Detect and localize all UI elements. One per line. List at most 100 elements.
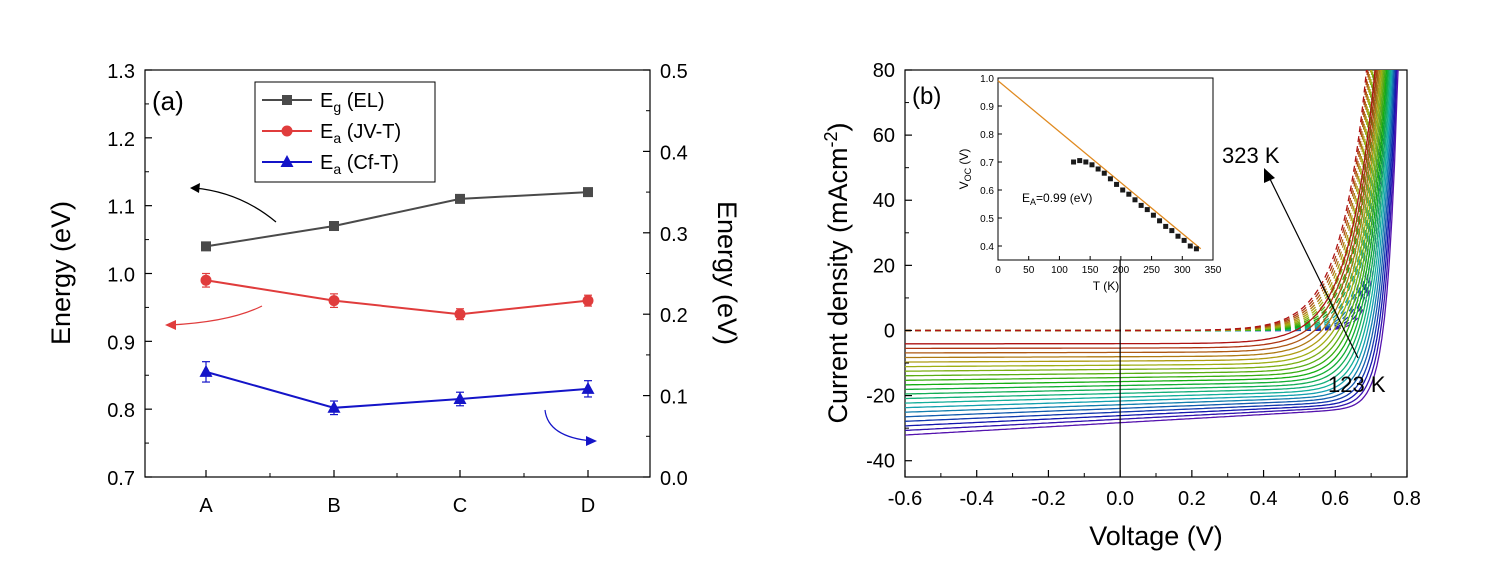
x-tick-label: 0.0	[1106, 488, 1134, 510]
legend-marker	[282, 95, 292, 105]
axis-arrows	[165, 183, 597, 446]
x-tick-label: B	[327, 495, 340, 517]
inset-voc-vs-t: 0 50 100 150 200 250 300 350 0.4 0.5 0.6 0.7 0.8 0.9 1…	[957, 74, 1222, 293]
curve-group	[905, 70, 1399, 436]
data-point	[453, 391, 467, 404]
arrow-ea-cft-to-right-axis	[544, 409, 593, 442]
jv-light-curve	[905, 70, 1390, 395]
right-y-tick-label: 0.0	[660, 468, 688, 490]
temperature-arrowhead	[1264, 168, 1275, 183]
inset-y-title: VOC (V)	[957, 149, 973, 190]
series-line	[205, 279, 589, 316]
inset-point	[1101, 170, 1107, 176]
panel-a-label: (a)	[152, 86, 184, 116]
arrow-eg-to-left-axis	[193, 187, 277, 223]
jv-light-curve	[905, 70, 1383, 368]
inset-y-tick-label: 0.9	[980, 102, 994, 113]
legend: Eg (EL) Ea (JV-T) Ea (Cf-T)	[254, 81, 436, 183]
panel-b-label: (b)	[912, 83, 941, 110]
data-point	[199, 364, 213, 377]
x-tick-label: -0.2	[1031, 488, 1065, 510]
right-y-tick-label: 0.3	[660, 224, 688, 246]
left-y-tick-label: 0.9	[107, 332, 135, 354]
series-line	[205, 191, 589, 248]
jv-light-curve	[905, 70, 1384, 372]
inset-point	[1157, 218, 1163, 224]
data-point	[583, 187, 593, 198]
arrowhead-eg	[190, 183, 200, 193]
inset-x-tick-label: 300	[1174, 265, 1191, 276]
y-axis-title: Current density (mAcm-2)	[821, 122, 853, 423]
x-axis-title: Voltage (V)	[1089, 521, 1223, 551]
inset-x-tick-label: 150	[1082, 265, 1099, 276]
jv-light-curve	[905, 70, 1391, 400]
annotation-123K: 123 K	[1328, 372, 1386, 397]
panel-a: (a) 0.70.80.91.01.11.21.3 0.00.10.20.30.…	[46, 61, 742, 517]
left-y-tick-label: 0.7	[107, 468, 135, 490]
inset-point	[1187, 243, 1193, 249]
left-y-tick-label: 0.8	[107, 400, 135, 422]
arrowhead-ea-cft	[586, 436, 597, 446]
y-tick-label: 0	[884, 320, 895, 342]
series-0	[201, 187, 593, 252]
x-ticks: -0.6 -0.4 -0.2 0.0 0.2 0.4 0.6 0.8	[888, 470, 1421, 510]
legend-label: Eg (EL)	[320, 90, 384, 115]
jv-light-curve	[905, 70, 1394, 413]
inset-y-tick-label: 0.7	[980, 158, 994, 169]
inset-y-tick-label: 1.0	[980, 74, 994, 85]
data-point	[328, 295, 340, 307]
x-tick-label: -0.6	[888, 488, 922, 510]
y-tick-label: 80	[873, 60, 895, 82]
series-1	[200, 272, 594, 321]
left-y-axis-title: Energy (eV)	[46, 201, 76, 345]
inset-x-tick-label: 200	[1113, 265, 1130, 276]
left-y-tick-label: 1.1	[107, 197, 135, 219]
x-tick-label: A	[199, 495, 213, 517]
right-y-tick-label: 0.4	[660, 142, 688, 164]
data-point	[327, 400, 341, 413]
jv-light-curve	[905, 70, 1396, 422]
inset-point	[1120, 187, 1126, 193]
inset-x-tick-label: 100	[1051, 265, 1068, 276]
inset-point	[1114, 181, 1120, 187]
data-point	[201, 241, 211, 252]
y-tick-label: 20	[873, 255, 895, 277]
y-ticks: -40 -20 0 20 40 60 80	[866, 60, 912, 473]
inset-point	[1089, 162, 1095, 168]
panel-b: -0.6 -0.4 -0.2 0.0 0.2 0.4 0.6 0.8 -40 -20 0 20 40 6…	[821, 60, 1421, 551]
right-y-tick-label: 0.2	[660, 305, 688, 327]
legend-marker	[281, 125, 293, 137]
series-group	[199, 187, 595, 416]
inset-x-tick-label: 0	[995, 265, 1001, 276]
x-tick-label: 0.2	[1178, 488, 1206, 510]
inset-y-tick-label: 0.6	[980, 186, 994, 197]
right-y-ticks: 0.0 0.1 0.2 0.3 0.4 0.5	[643, 61, 688, 490]
x-tick-label: 0.6	[1321, 488, 1349, 510]
x-tick-label: 0.8	[1393, 488, 1421, 510]
jv-light-curve	[905, 70, 1389, 391]
inset-point	[1138, 202, 1144, 208]
jv-light-curve	[905, 70, 1395, 418]
data-point	[455, 193, 465, 204]
jv-light-curve	[905, 70, 1397, 427]
legend-marker	[280, 155, 294, 167]
y-tick-label: -40	[866, 451, 895, 473]
inset-point	[1163, 223, 1169, 229]
jv-light-curve	[905, 70, 1380, 359]
jv-light-curve	[905, 70, 1393, 409]
series-line	[205, 370, 589, 409]
jv-light-curve	[905, 70, 1388, 386]
x-tick-label: D	[581, 495, 595, 517]
inset-fit-label: EA=0.99 (eV)	[1022, 191, 1092, 207]
inset-y-tick-label: 0.5	[980, 214, 994, 225]
inset-point	[1132, 197, 1138, 203]
y-tick-label: 60	[873, 125, 895, 147]
left-y-tick-label: 1.3	[107, 61, 135, 83]
x-tick-label: 0.4	[1250, 488, 1278, 510]
left-y-tick-label: 1.2	[107, 129, 135, 151]
left-y-tick-label: 1.0	[107, 265, 135, 287]
inset-point	[1169, 228, 1175, 234]
series-2	[199, 361, 595, 416]
jv-light-curve	[905, 70, 1386, 381]
